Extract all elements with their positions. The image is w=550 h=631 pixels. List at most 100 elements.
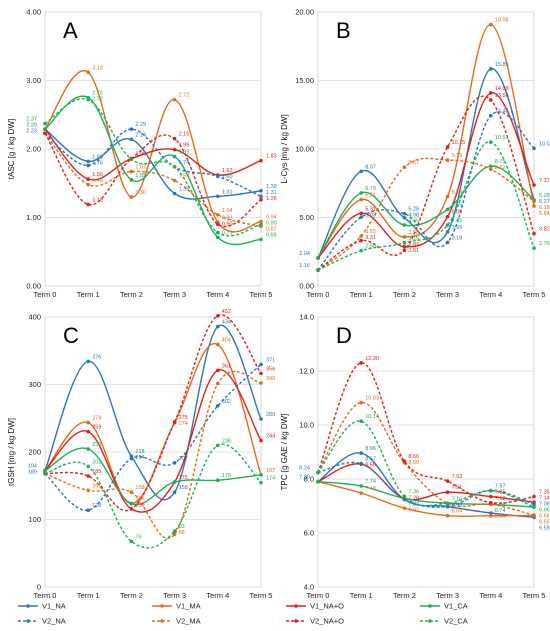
data-label: 280 [266,412,275,418]
data-point [172,154,177,159]
data-label: 2.14 [135,132,146,138]
data-label: 7.12 [495,496,506,502]
data-point [489,167,493,172]
y-tick-label: 2.00 [26,145,41,154]
data-label: 2.72 [92,97,103,103]
data-point [129,178,134,182]
y-tick-label: 200 [28,448,41,457]
x-tick-label: Term 1 [77,591,100,600]
data-label: 214 [135,455,144,461]
data-point [402,506,407,510]
data-point [445,240,450,245]
data-label: 2.37 [26,117,37,123]
legend-label: V2_NA+O [310,617,344,626]
data-label: 218 [135,449,144,455]
data-label: 8.75 [495,159,506,165]
data-label: 434 [222,320,231,326]
series-line [44,132,262,228]
x-tick-label: Term 3 [436,591,459,600]
data-point [359,400,364,405]
data-label: 7.36 [408,489,419,495]
data-label: 139 [135,497,144,503]
data-label: 7.37 [539,178,550,184]
data-label: 178 [222,473,231,479]
data-label: 2.58 [365,244,376,250]
data-label: 1.82 [92,154,103,160]
legend-marker [294,619,298,623]
data-point [445,207,450,212]
y-tick-label: 100 [28,515,41,524]
series-line [44,128,262,200]
chart-panel-b: 0.00 5.00 10.00 15.00 20.00 Term 0 Term 1 Term … [280,8,550,299]
data-label: 1.62 [222,168,233,174]
data-point [86,429,90,434]
data-label: 76 [135,534,141,540]
data-point [86,177,90,181]
y-tick-label: 1.00 [26,213,41,222]
x-tick-label: Term 2 [393,591,416,600]
data-label: 8.67 [408,160,419,166]
data-label: 7.35 [495,490,506,496]
data-label: 8.96 [365,446,376,452]
data-point [402,494,407,499]
data-point [129,507,134,511]
data-label: 2.87 [408,242,419,248]
data-point [172,178,177,183]
x-tick-label: Term 1 [350,591,373,600]
panel-letter: C [63,323,79,348]
y-tick-label: 8.0 [304,475,314,484]
data-point [259,197,263,202]
data-point [216,478,220,483]
data-label: 6.66 [539,514,550,520]
data-point [402,248,407,253]
legend-label: V2_NA [42,617,66,626]
data-point [359,484,364,488]
data-label: 7.06 [495,502,506,508]
data-point [43,471,47,476]
panel-letter: B [336,18,351,43]
data-label: 7.28 [408,495,419,501]
data-label: 7.51 [452,485,463,491]
data-point [359,461,364,466]
y-axis-label: TPC [g GAE / kg DW] [280,414,289,491]
legend-marker [428,604,432,608]
x-tick-label: Term 4 [479,591,502,600]
data-point [532,204,536,208]
y-tick-label: 4.00 [26,8,41,17]
series-line [44,314,262,512]
x-tick-label: Term 5 [250,290,273,299]
data-label: 1.60 [222,174,233,180]
y-tick-label: 10.0 [299,421,314,430]
data-point [86,447,90,451]
data-point [359,215,364,219]
data-point [172,136,177,141]
x-tick-label: Term 4 [479,290,502,299]
data-point [259,417,263,421]
data-point [259,480,263,485]
data-label: 8.37 [365,164,376,170]
data-point [216,174,220,179]
data-point [489,488,493,493]
data-point [86,70,90,75]
chart-panel-c: 0 100 200 300 400 Term 0 Term 1 Term 2 Term 3 Ter… [7,309,275,600]
data-point [489,511,493,515]
data-point [216,368,220,373]
data-point [216,443,220,448]
y-tick-label: 400 [28,313,41,322]
series-line [44,128,262,197]
data-label: 5.03 [365,212,376,218]
data-label: 1.56 [92,172,103,178]
data-label: 9.19 [452,153,463,159]
data-label: 3.65 [365,229,376,235]
data-label: 452 [222,309,231,315]
data-label: 10.14 [365,414,379,420]
y-tick-label: 0 [37,583,41,592]
data-point [445,513,450,518]
data-label: 6.54 [452,189,463,195]
data-label: 6.28 [539,193,550,199]
y-tick-label: 10.00 [295,145,314,154]
y-tick-label: 20.00 [295,8,314,17]
data-label: 3.12 [92,65,103,71]
data-point [489,91,493,95]
